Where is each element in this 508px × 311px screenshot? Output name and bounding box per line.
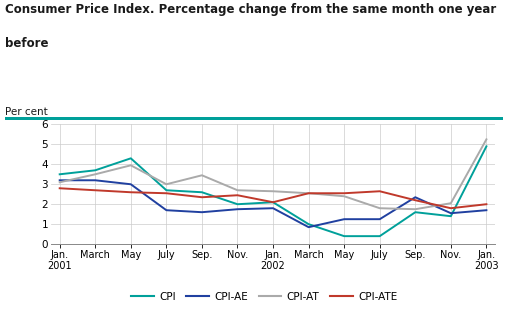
Text: Consumer Price Index. Percentage change from the same month one year: Consumer Price Index. Percentage change … bbox=[5, 3, 496, 16]
Text: before: before bbox=[5, 37, 49, 50]
Text: Per cent: Per cent bbox=[5, 107, 48, 117]
Legend: CPI, CPI-AE, CPI-AT, CPI-ATE: CPI, CPI-AE, CPI-AT, CPI-ATE bbox=[127, 287, 401, 306]
